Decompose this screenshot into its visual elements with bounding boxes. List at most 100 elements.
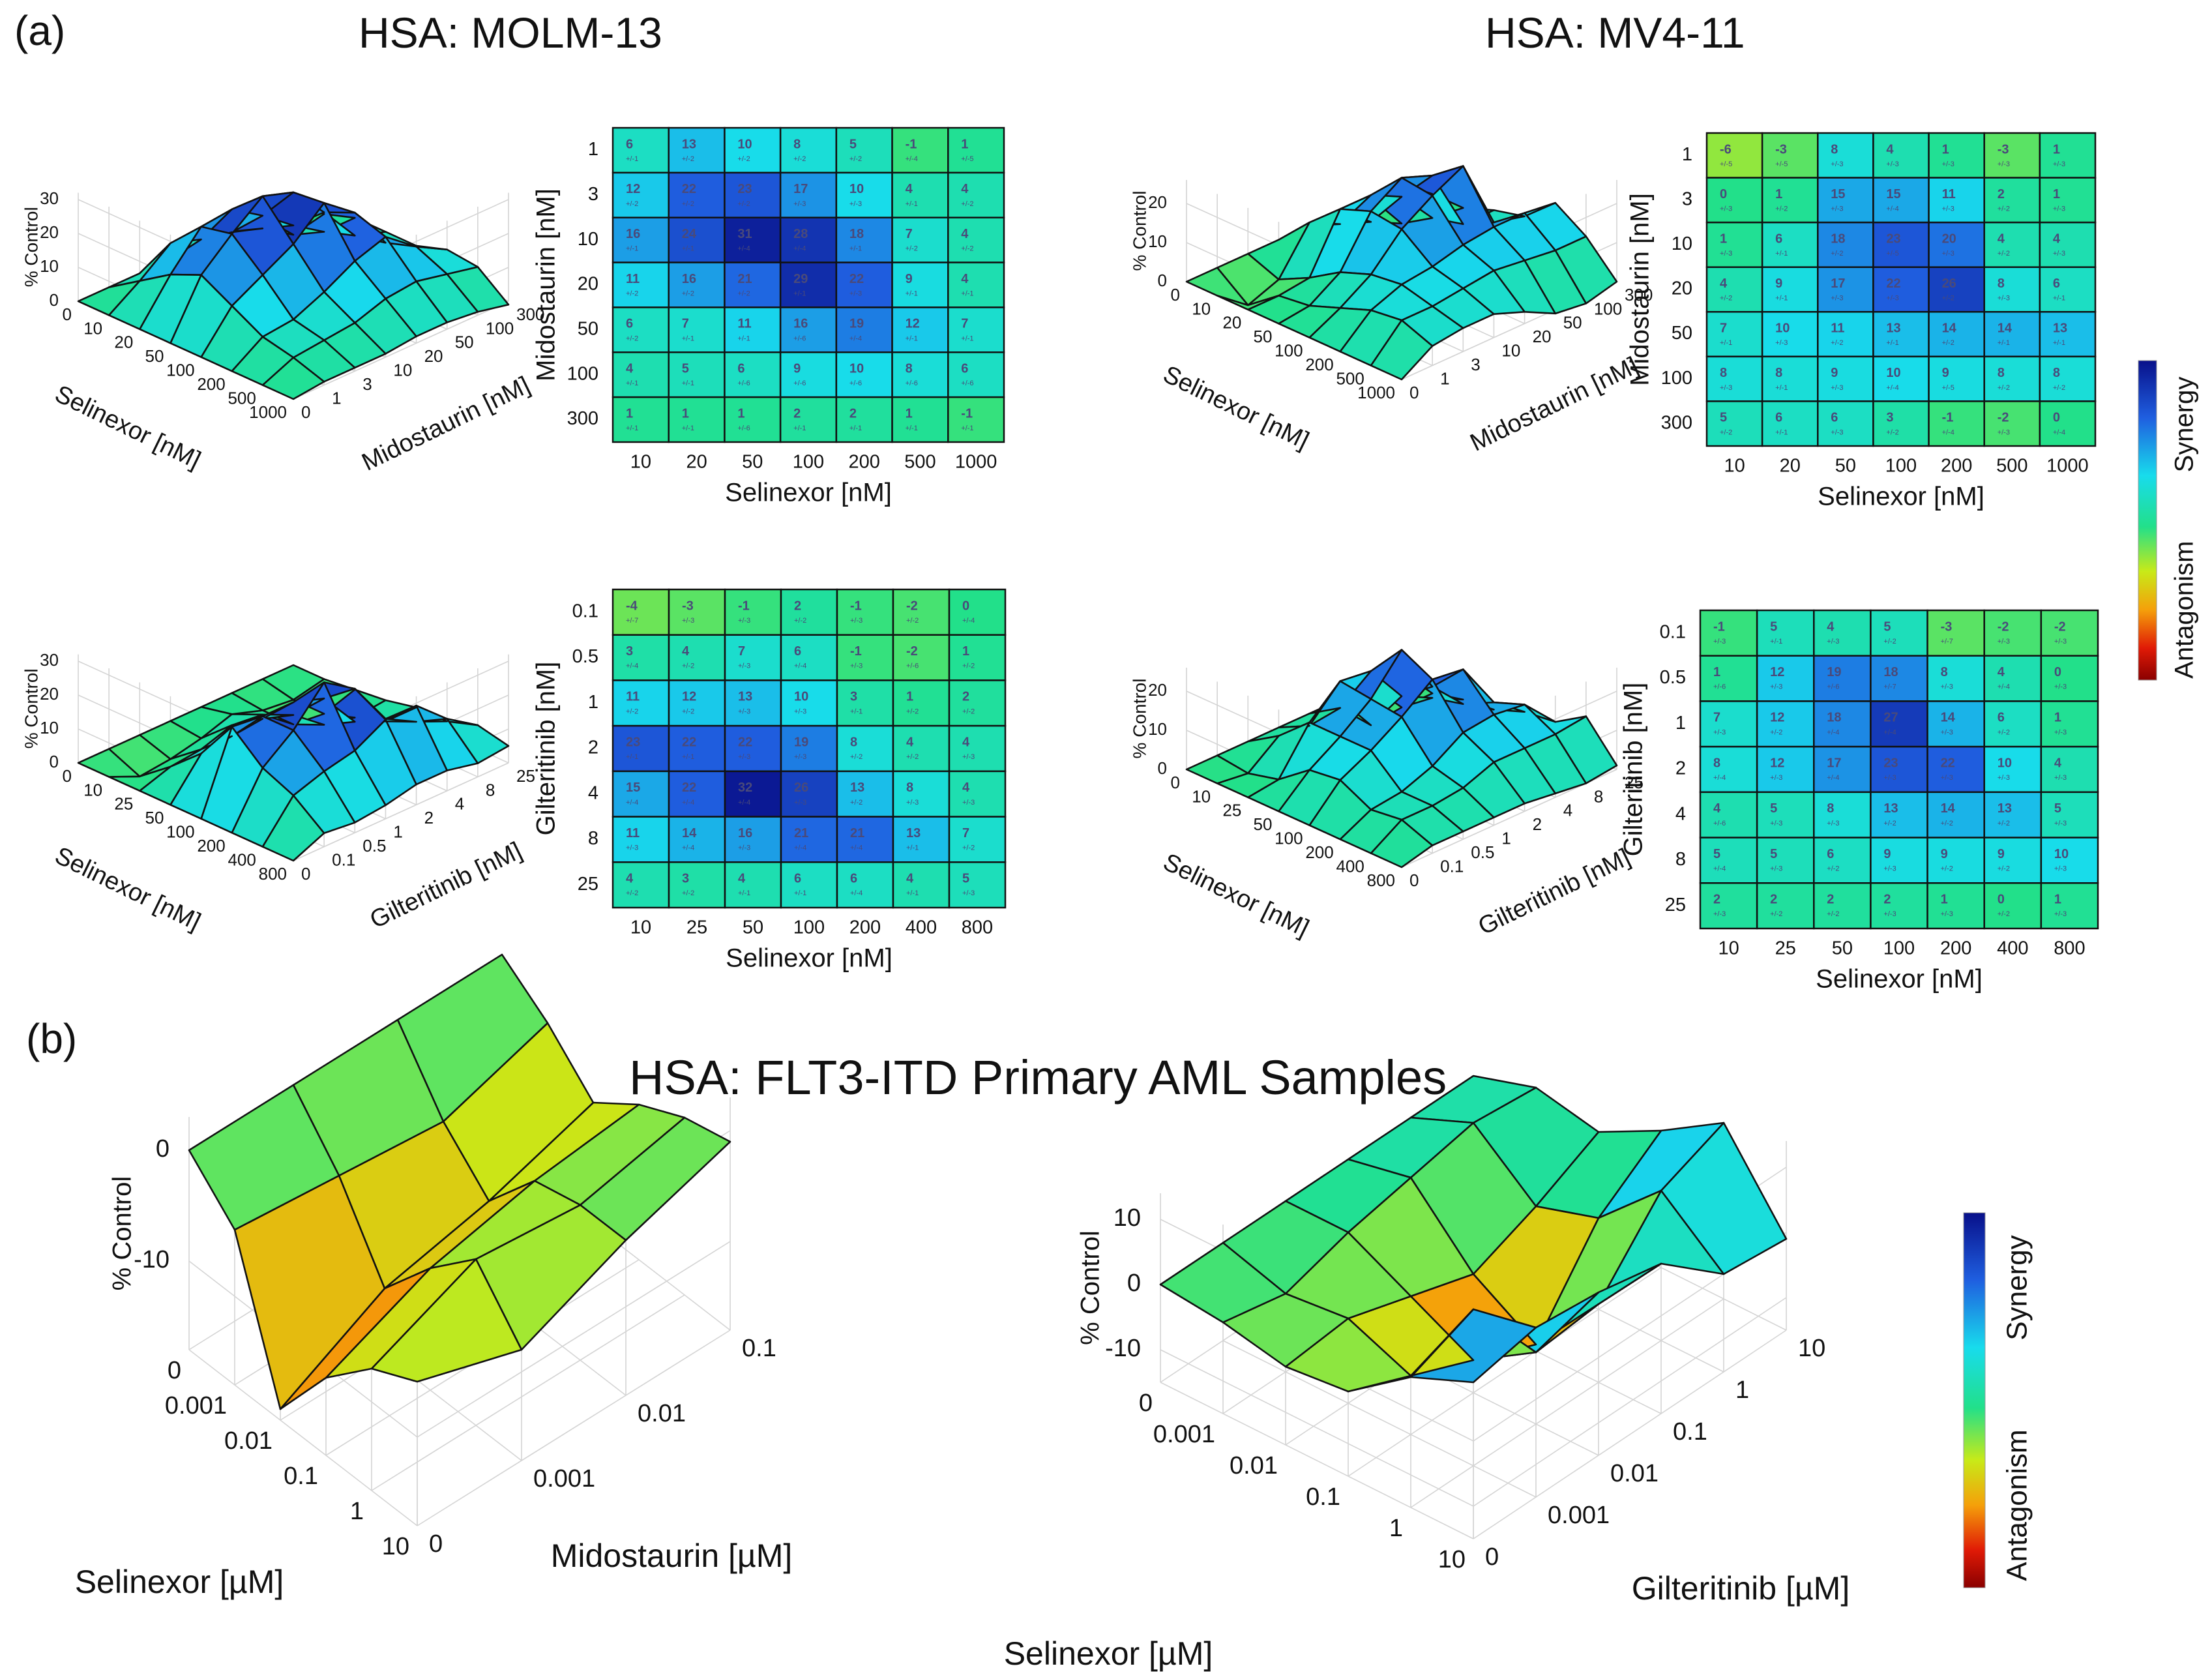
grid-line — [1222, 1340, 1537, 1498]
y-tick: 0 — [301, 864, 310, 884]
cell-error: +/-4 — [682, 799, 694, 807]
heatmap-cell — [1817, 355, 1874, 402]
y-tick: 50 — [1563, 313, 1582, 333]
heat-molm13-mido: 6+/-113+/-210+/-28+/-25+/-2-1+/-41+/-512… — [532, 126, 1005, 507]
z-axis-label: % Control — [1129, 679, 1149, 759]
cell-error: +/-1 — [961, 424, 973, 432]
x-tick: 20 — [1222, 313, 1241, 333]
heatmap-cell — [1983, 655, 2042, 702]
cell-error: +/-3 — [1775, 339, 1788, 347]
cell-value: 5 — [682, 362, 689, 376]
cell-value: 18 — [1827, 711, 1841, 725]
heatmap-ytick: 2 — [588, 737, 598, 758]
heatmap-cell — [835, 306, 893, 353]
heatmap-cell — [1813, 791, 1872, 839]
heatmap-cell — [1817, 311, 1874, 358]
z-tick: 0 — [156, 1135, 170, 1163]
cell-error: +/-2 — [1998, 250, 2010, 258]
heatmap-xtick: 10 — [1718, 938, 1739, 959]
heatmap-xtick: 200 — [1941, 456, 1972, 477]
grid-line — [371, 1294, 685, 1491]
cell-value: 10 — [1775, 321, 1790, 336]
heatmap-cell — [612, 396, 670, 443]
cell-error: +/-5 — [1775, 160, 1788, 168]
cell-error: +/-3 — [1941, 728, 1953, 736]
heatmap-cell — [1872, 355, 1930, 402]
heatmap-cell — [724, 634, 782, 681]
cell-value: 12 — [682, 690, 696, 704]
heatmap-cell — [724, 588, 782, 636]
y-tick: 0.1 — [1440, 856, 1464, 876]
cell-error: +/-7 — [626, 617, 638, 625]
cell-value: 8 — [1941, 665, 1948, 679]
heatmap-cell — [612, 634, 670, 681]
cell-value: 4 — [1720, 276, 1728, 291]
cell-value: -1 — [850, 644, 862, 659]
cell-error: +/-2 — [682, 290, 694, 297]
cell-error: +/-2 — [1998, 728, 2010, 736]
heatmap-cell — [668, 770, 726, 818]
heatmap-cell — [668, 588, 726, 636]
heatmap-ytick: 50 — [578, 319, 598, 340]
cell-error: +/-2 — [626, 889, 638, 897]
heatmap-cell — [1870, 700, 1928, 748]
heatmap-cell — [1761, 177, 1819, 224]
cell-error: +/-1 — [906, 334, 918, 342]
heatmap-cell — [2039, 400, 2097, 447]
cell-error: +/-1 — [738, 889, 750, 897]
heatmap-cell — [668, 171, 726, 218]
cell-value: 26 — [1942, 276, 1956, 291]
cell-value: 21 — [794, 826, 808, 840]
heatmap-cell — [1983, 132, 2041, 179]
cell-value: 5 — [1720, 411, 1727, 425]
cell-error: +/-2 — [906, 707, 919, 715]
z-tick: -10 — [1105, 1335, 1141, 1362]
cell-error: +/-2 — [906, 617, 919, 625]
heatmap-cell — [1813, 655, 1872, 702]
cell-error: +/-1 — [1775, 428, 1788, 436]
heatmap-cell — [835, 216, 893, 263]
cell-error: +/-6 — [793, 334, 806, 342]
grid-line — [1473, 1330, 1787, 1539]
cell-error: +/-1 — [793, 290, 806, 297]
cell-error: +/-3 — [794, 799, 806, 807]
heatmap-cell — [724, 396, 782, 443]
cell-error: +/-3 — [1941, 910, 1953, 918]
heatmap-xtick: 50 — [1835, 456, 1856, 477]
heatmap-ytick: 0.5 — [1660, 667, 1686, 688]
cell-error: +/-3 — [1831, 160, 1843, 168]
y-tick: 2 — [1533, 814, 1542, 834]
x-tick: 1000 — [249, 402, 287, 422]
heatmap-xtick: 50 — [743, 917, 763, 938]
cell-error: +/-2 — [737, 290, 750, 297]
grid-line — [417, 1330, 731, 1526]
cell-error: +/-3 — [1883, 774, 1896, 782]
cell-value: 6 — [850, 872, 857, 886]
cell-value: 12 — [626, 182, 640, 196]
cell-error: +/-3 — [738, 662, 750, 670]
heatmap-cell — [1926, 700, 1985, 748]
heat-mv411-gilt: -1 +/-3 5 +/-1 4 +/-3 5 +/-2 -3 +/-7 -2 +/-3 -2 +/-3 1… — [1619, 609, 2099, 994]
heatmap-cell — [779, 171, 838, 218]
y-tick: 0.5 — [1471, 842, 1494, 862]
cell-error: +/-3 — [1770, 865, 1782, 872]
cell-value: 13 — [738, 690, 752, 704]
heatmap-xlabel: Selinexor [nM] — [1816, 965, 1983, 994]
cell-value: 18 — [1883, 665, 1898, 679]
cell-value: -3 — [1775, 142, 1787, 156]
cell-error: +/-2 — [1941, 820, 1953, 827]
cell-value: 16 — [793, 317, 808, 331]
heatmap-cell — [1926, 837, 1985, 884]
grid-line — [1410, 1298, 1724, 1508]
cell-error: +/-2 — [1998, 205, 2010, 213]
cell-value: 4 — [1886, 142, 1894, 156]
cell-value: 5 — [1770, 801, 1777, 816]
cell-value: 3 — [626, 644, 633, 659]
cell-error: +/-4 — [1998, 683, 2010, 691]
cell-value: 16 — [738, 826, 752, 840]
y-tick: 25 — [1625, 773, 1644, 792]
heatmap-cell — [1872, 177, 1930, 224]
cell-value: 10 — [1998, 756, 2012, 770]
cell-value: 10 — [1886, 366, 1900, 380]
